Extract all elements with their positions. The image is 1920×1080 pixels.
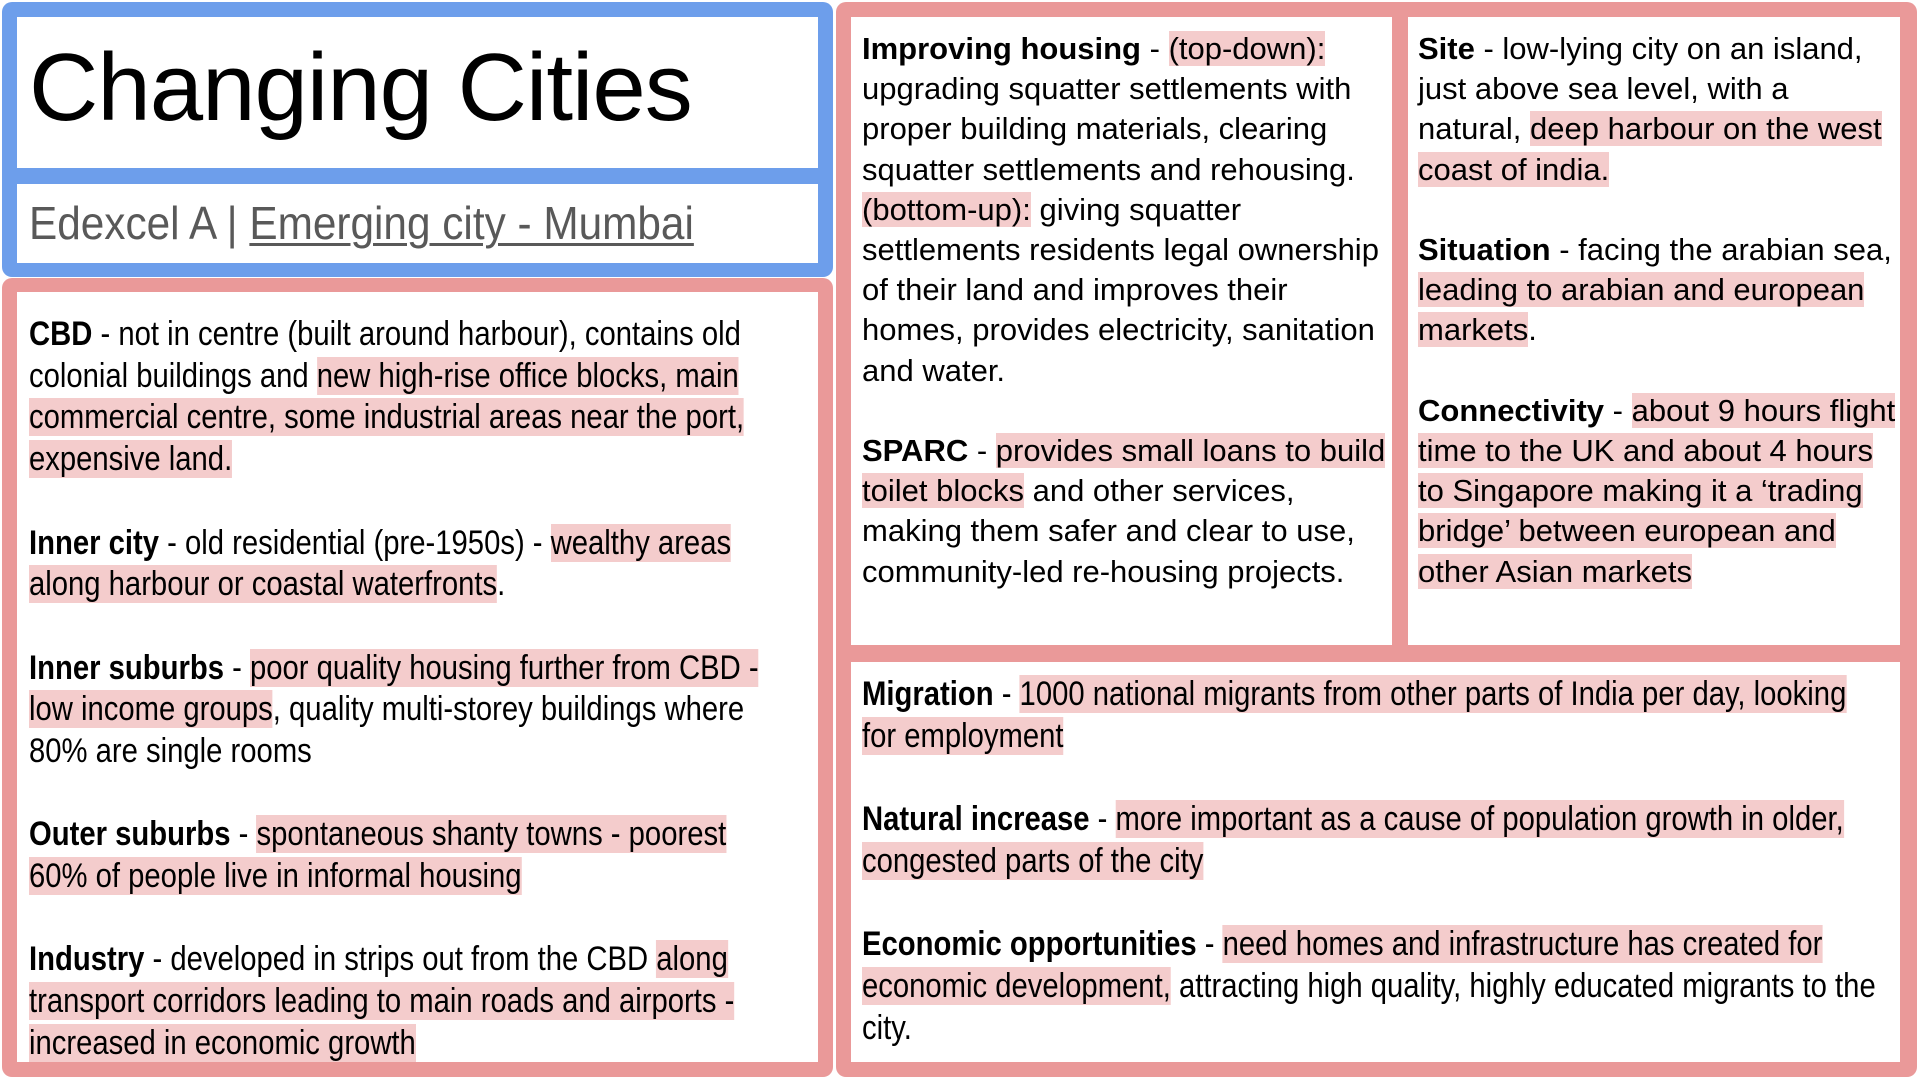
note-industry: Industry - developed in strips out from … [29, 940, 735, 1062]
title-cell: Changing Cities [17, 17, 818, 168]
highlight: (top-down): [1168, 31, 1326, 66]
note-site: Site - low-lying city on an island, just… [1418, 31, 1882, 187]
note-sparc: SPARC - provides small loans to build to… [862, 433, 1386, 589]
note-improving-housing: Improving housing - (top-down): upgradin… [862, 31, 1379, 388]
header-panel: Changing Cities Edexcel A | Emerging cit… [2, 2, 833, 277]
subtitle-case-study-link[interactable]: Emerging city - Mumbai [249, 197, 694, 249]
note-term: CBD [29, 315, 93, 353]
highlight: (bottom-up): [862, 191, 1031, 227]
note-situation: Situation - facing the arabian sea, lead… [1418, 232, 1892, 348]
note-cbd: CBD - not in centre (built around harbou… [29, 315, 745, 479]
location-cell: Site - low-lying city on an island, just… [1408, 17, 1900, 645]
growth-cell: Migration - 1000 national migrants from … [851, 662, 1900, 1062]
subtitle-cell: Edexcel A | Emerging city - Mumbai [17, 184, 818, 263]
note-natural-increase: Natural increase - more important as a c… [862, 800, 1844, 880]
note-term: Industry [29, 940, 145, 979]
note-term: Inner suburbs [29, 648, 224, 687]
subtitle: Edexcel A | Emerging city - Mumbai [29, 196, 694, 251]
land-use-cell: CBD - not in centre (built around harbou… [17, 292, 818, 1062]
note-term: SPARC [862, 433, 969, 469]
note-outer-suburbs: Outer suburbs - spontaneous shanty towns… [29, 815, 727, 896]
page-title: Changing Cities [29, 34, 693, 141]
note-inner-city: Inner city - old residential (pre-1950s)… [29, 523, 732, 604]
note-term: Inner city [29, 523, 160, 562]
details-panel: Improving housing - (top-down): upgradin… [836, 2, 1917, 1077]
note-connectivity: Connectivity - about 9 hours flight time… [1418, 392, 1896, 589]
land-use-panel: CBD - not in centre (built around harbou… [2, 278, 833, 1077]
note-term: Site [1418, 31, 1475, 66]
note-term: Situation [1418, 232, 1551, 267]
note-economic-opportunities: Economic opportunities - need homes and … [862, 925, 1876, 1047]
note-term: Connectivity [1418, 392, 1605, 428]
note-term: Migration [862, 675, 994, 713]
note-term: Natural increase [862, 800, 1090, 839]
housing-cell: Improving housing - (top-down): upgradin… [851, 17, 1392, 645]
highlight: leading to arabian and european markets [1418, 272, 1865, 348]
highlight: new high-rise office blocks, main commer… [29, 356, 745, 479]
note-inner-suburbs: Inner suburbs - poor quality housing fur… [29, 648, 759, 770]
subtitle-exam-board: Edexcel A | [29, 197, 250, 249]
note-migration: Migration - 1000 national migrants from … [862, 675, 1847, 755]
note-term: Improving housing [862, 31, 1141, 66]
note-term: Economic opportunities [862, 925, 1197, 964]
note-term: Outer suburbs [29, 815, 231, 854]
